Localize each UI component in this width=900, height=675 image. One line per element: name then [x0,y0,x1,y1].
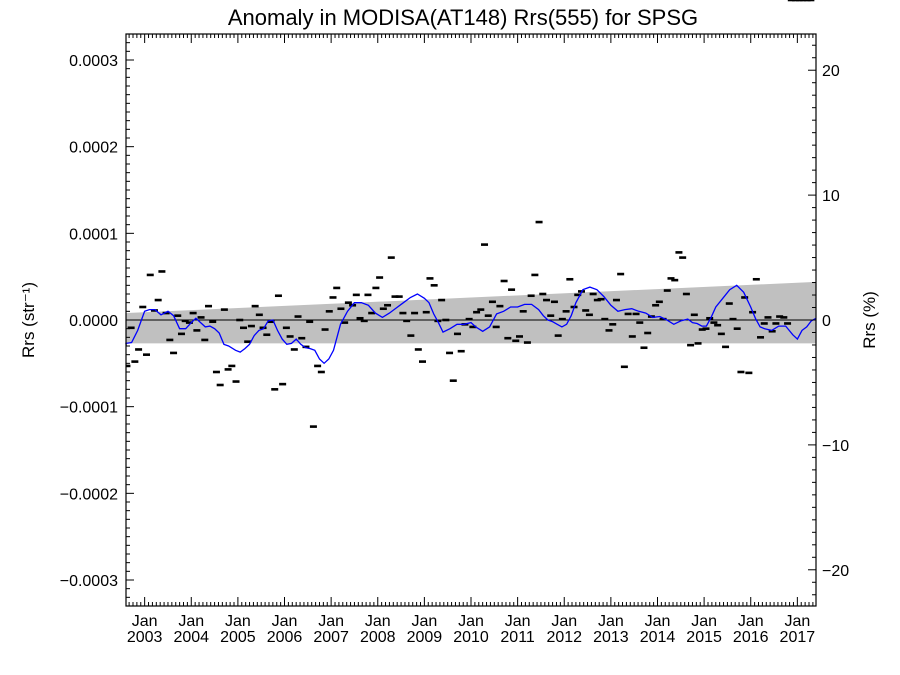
x-tick-label-year: 2007 [313,629,349,646]
x-tick-label-year: 2011 [500,629,535,646]
x-tick-label-month: Jan [318,613,344,630]
x-tick-label-year: 2003 [127,629,163,646]
x-tick-label-year: 2015 [686,629,722,646]
y-axis-label-right: Rrs (%) [860,291,879,349]
y2-tick-label: −10 [822,438,849,455]
x-tick-label-year: 2014 [640,629,676,646]
x-tick-label-year: 2010 [453,629,489,646]
x-tick-label-month: Jan [691,613,717,630]
x-tick-label-month: Jan [551,613,577,630]
x-tick-label-year: 2008 [360,629,396,646]
y2-tick-label: 20 [822,63,840,80]
y2-tick-label: 10 [822,188,840,205]
x-tick-label-year: 2005 [220,629,256,646]
y-tick-label: 0.0003 [69,53,118,70]
x-tick-label-year: 2006 [267,629,303,646]
x-tick-label-month: Jan [738,613,764,630]
y-tick-label: 0.0002 [69,140,118,157]
x-tick-label-month: Jan [458,613,484,630]
y-tick-label: −0.0001 [60,400,118,417]
uncertainty-band [126,281,816,344]
x-tick-label-year: 2004 [173,629,209,646]
x-tick-label-month: Jan [784,613,810,630]
running-mean-line [125,284,817,365]
x-tick-label-month: Jan [272,613,298,630]
x-tick-label-month: Jan [505,613,531,630]
x-tick-label-month: Jan [645,613,671,630]
x-tick-label-year: 2012 [546,629,582,646]
x-tick-label-month: Jan [132,613,158,630]
chart-title: Anomaly in MODISA(AT148) Rrs(555) for SP… [228,5,698,30]
x-tick-label-month: Jan [225,613,251,630]
y-tick-label: 0.0000 [69,313,118,330]
y2-tick-label: 0 [822,313,831,330]
x-tick-label-month: Jan [411,613,437,630]
x-tick-label-month: Jan [178,613,204,630]
plot-area [125,0,817,607]
y-tick-label: −0.0002 [60,486,118,503]
y2-tick-label: −20 [822,563,849,580]
x-tick-label-year: 2013 [593,629,629,646]
x-tick-label-month: Jan [598,613,624,630]
x-tick-label-year: 2017 [780,629,816,646]
y-axis-left: 0.0003 0.0002 0.0001 0.0000 −0.0001 −0.0002 −0… [60,33,134,607]
y-axis-right: 20 10 0 −10 −20 [808,44,849,596]
x-axis: Jan2003Jan2004Jan2005Jan2006Jan2007Jan20… [127,34,815,646]
x-tick-label-month: Jan [365,613,391,630]
uncertainty-band-layer [126,281,816,344]
running-mean-layer [125,284,817,365]
y-tick-label: 0.0001 [69,226,118,243]
y-axis-label-left: Rrs (str⁻¹) [19,282,38,358]
x-tick-label-year: 2016 [733,629,769,646]
x-tick-label-year: 2009 [407,629,443,646]
y-tick-label: −0.0003 [60,573,118,590]
